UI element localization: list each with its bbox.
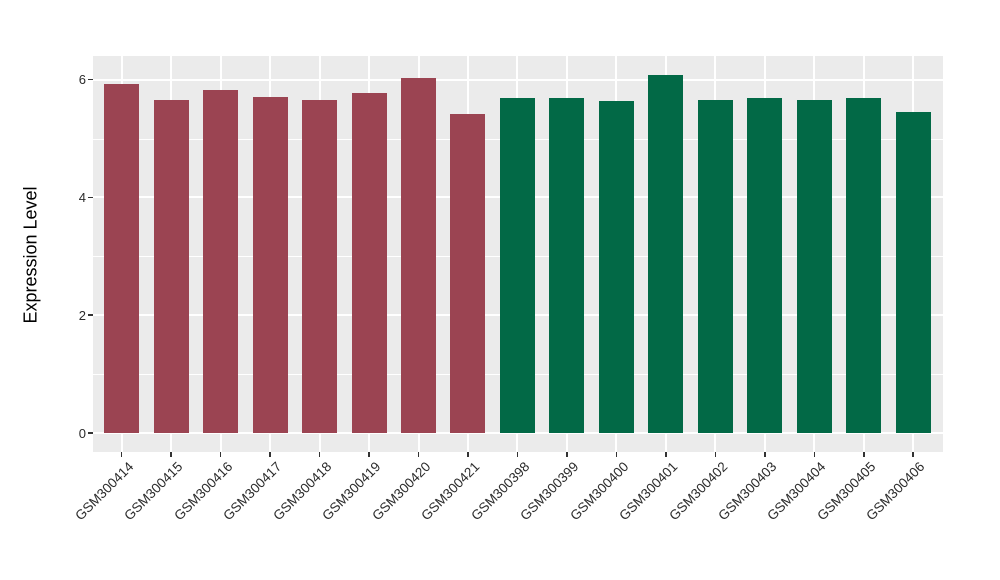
- bar: [351, 93, 387, 433]
- y-tick-label: 6: [78, 72, 86, 88]
- x-tick-mark: [318, 452, 321, 457]
- x-tick-mark: [615, 452, 618, 457]
- x-tick-mark: [269, 452, 271, 457]
- y-tick-label: 0: [78, 425, 86, 441]
- x-tick-mark: [764, 452, 766, 457]
- y-major-gridline: [93, 432, 943, 434]
- x-tick-mark: [813, 452, 816, 457]
- bar: [747, 97, 783, 433]
- bar: [648, 74, 684, 433]
- bar: [598, 100, 634, 433]
- y-tick-mark: [88, 196, 93, 199]
- x-tick-mark: [417, 452, 420, 457]
- bar: [302, 100, 338, 433]
- x-tick-mark: [170, 452, 172, 457]
- y-tick-label: 2: [78, 307, 86, 323]
- y-tick-mark: [88, 314, 93, 316]
- bar: [401, 77, 437, 433]
- bar: [153, 100, 189, 433]
- y-tick-mark: [88, 432, 93, 434]
- bar: [499, 97, 535, 433]
- x-tick-mark: [665, 452, 667, 457]
- bar: [252, 97, 288, 433]
- bar: [846, 97, 882, 433]
- bar: [549, 98, 585, 433]
- x-tick-mark: [219, 452, 222, 457]
- x-tick-mark: [467, 452, 469, 457]
- y-axis-title: Expression Level: [20, 186, 41, 324]
- y-major-gridline: [93, 78, 943, 81]
- x-tick-mark: [516, 452, 519, 457]
- bar: [796, 100, 832, 433]
- bar: [450, 113, 486, 433]
- x-tick-mark: [863, 452, 865, 457]
- x-tick-mark: [912, 452, 914, 457]
- y-tick-label: 4: [78, 189, 86, 205]
- y-tick-mark: [88, 78, 93, 81]
- bar: [895, 111, 931, 433]
- x-tick-mark: [120, 452, 123, 457]
- x-tick-mark: [714, 452, 717, 457]
- bar: [697, 100, 733, 433]
- bar: [104, 84, 140, 433]
- bar: [203, 90, 239, 433]
- plot-panel: [93, 56, 943, 452]
- x-tick-mark: [566, 452, 568, 457]
- x-tick-mark: [368, 452, 370, 457]
